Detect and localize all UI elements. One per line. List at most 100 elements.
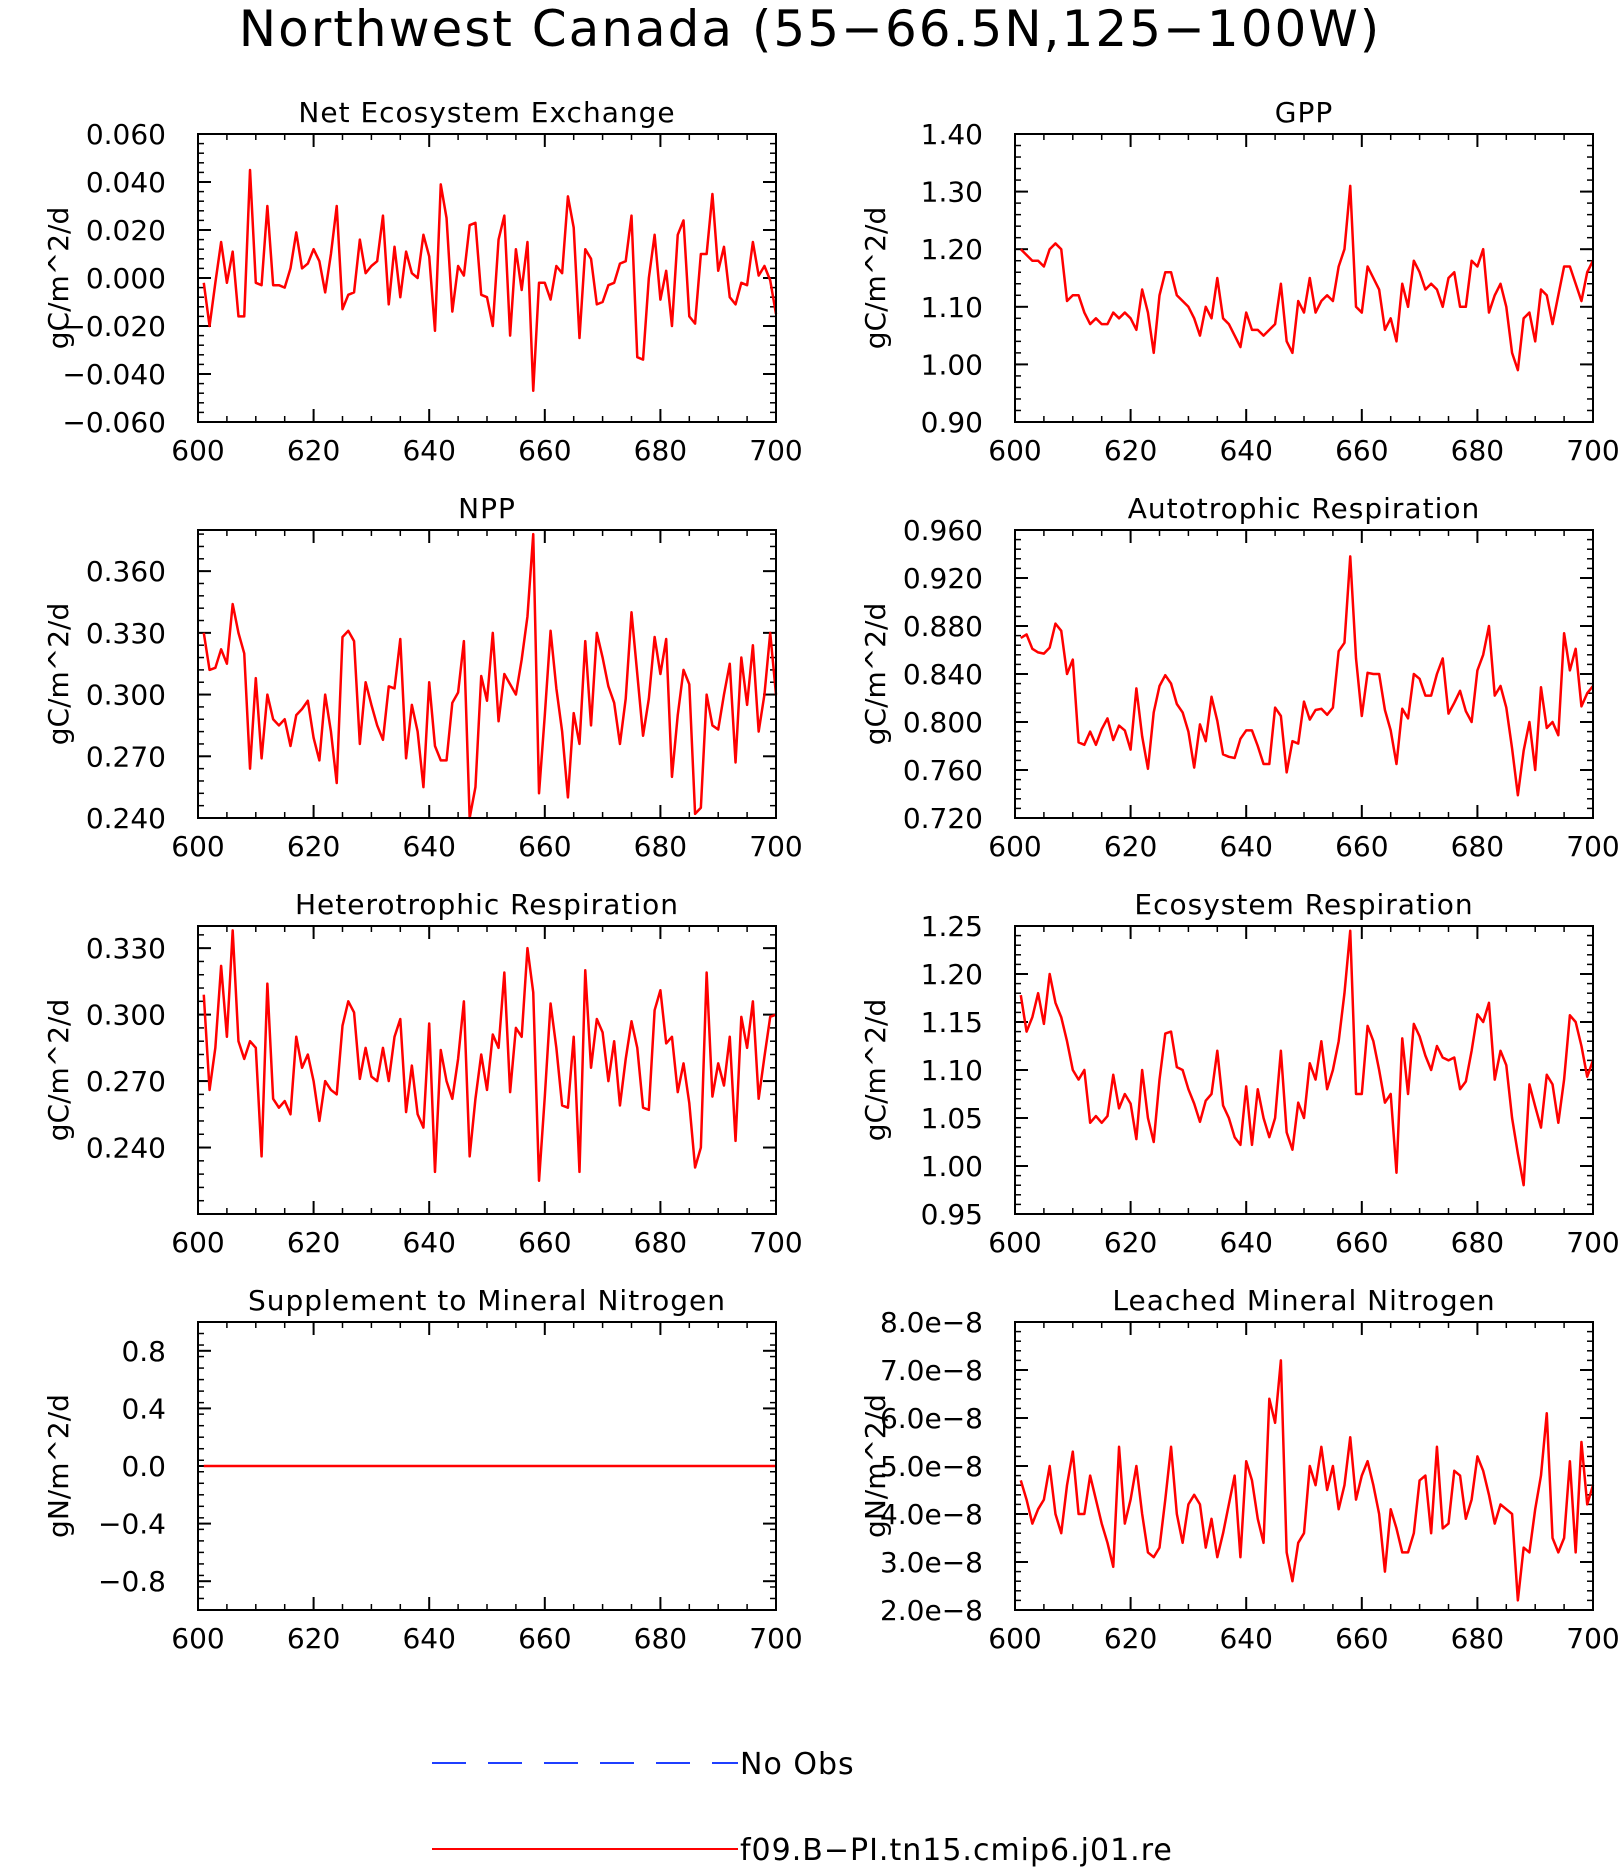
panel-8: Leached Mineral Nitrogen gN/m^2/d 600 620 64… (859, 1284, 1620, 1655)
y-tick-label: 3.0e−8 (880, 1546, 983, 1579)
y-tick-label: 0.800 (903, 706, 983, 739)
y-tick-label: 0.020 (86, 214, 166, 247)
x-tick-label: 680 (634, 1622, 687, 1655)
y-tick-label: 0.270 (86, 1065, 166, 1098)
y-tick-label: 1.30 (921, 176, 983, 209)
x-tick-label: 600 (988, 830, 1041, 863)
series-line (1019, 1359, 1595, 1602)
y-tick-label: 0.4 (121, 1392, 166, 1425)
y-tick-label: 1.40 (921, 118, 983, 151)
y-axis-label: gC/m^2/d (42, 207, 75, 350)
plot-frame (197, 529, 777, 819)
y-tick-label: 4.0e−8 (880, 1498, 983, 1531)
y-tick-label: −0.4 (98, 1508, 166, 1541)
panel-7: Supplement to Mineral Nitrogen gN/m^2/d 60… (42, 1284, 803, 1655)
panel-6: Ecosystem Respiration gC/m^2/d 600 620 640 66… (859, 888, 1620, 1259)
x-tick-label: 600 (171, 1226, 224, 1259)
y-axis-label: gC/m^2/d (42, 603, 75, 746)
y-tick-label: −0.060 (62, 406, 166, 439)
y-tick-label: 0.920 (903, 562, 983, 595)
x-tick-label: 700 (749, 434, 802, 467)
y-tick-label: 0.240 (86, 802, 166, 835)
y-tick-label: 5.0e−8 (880, 1450, 983, 1483)
x-tick-label: 620 (287, 434, 340, 467)
y-tick-label: 0.90 (921, 406, 983, 439)
x-tick-label: 620 (1104, 1226, 1157, 1259)
x-tick-label: 660 (1335, 1622, 1388, 1655)
x-tick-label: 680 (1451, 1622, 1504, 1655)
panel-5: Heterotrophic Respiration gC/m^2/d 600 620 6… (42, 888, 803, 1259)
legend-label-run: f09.B−PI.tn15.cmip6.j01.re (740, 1833, 1173, 1867)
y-tick-label: 0.330 (86, 932, 166, 965)
y-tick-label: 1.00 (921, 1150, 983, 1183)
y-tick-label: 0.8 (121, 1335, 166, 1368)
y-tick-label: 0.880 (903, 610, 983, 643)
y-tick-label: 0.0 (121, 1450, 166, 1483)
y-tick-label: 1.00 (921, 348, 983, 381)
series-line (1020, 555, 1594, 797)
x-tick-label: 600 (171, 434, 224, 467)
x-tick-label: 700 (1566, 830, 1619, 863)
x-tick-label: 660 (518, 1622, 571, 1655)
y-axis-label: gC/m^2/d (859, 603, 892, 746)
plot-frame (1014, 1321, 1594, 1611)
panel-title: Autotrophic Respiration (1128, 492, 1480, 525)
x-tick-label: 640 (1219, 1622, 1272, 1655)
y-tick-label: 0.960 (903, 514, 983, 547)
x-tick-label: 620 (1104, 1622, 1157, 1655)
y-axis-label: gN/m^2/d (42, 1394, 75, 1538)
y-tick-label: 0.270 (86, 740, 166, 773)
figure-title: Northwest Canada (55−66.5N,125−100W) (239, 0, 1382, 58)
x-tick-label: 620 (1104, 830, 1157, 863)
series-line (202, 532, 778, 820)
y-tick-label: 1.10 (921, 291, 983, 324)
panel-3: NPP gC/m^2/d 600 620 640 660 680 700 0.240 0.270 0… (42, 492, 803, 863)
y-tick-label: 0.840 (903, 658, 983, 691)
y-tick-label: 1.20 (921, 958, 983, 991)
y-axis-label: gC/m^2/d (859, 207, 892, 350)
y-tick-label: 1.15 (921, 1006, 983, 1039)
legend-label-no-obs: No Obs (740, 1747, 855, 1782)
x-tick-label: 700 (749, 1622, 802, 1655)
y-tick-label: 0.360 (86, 555, 166, 588)
panel-title: GPP (1275, 96, 1333, 129)
x-tick-label: 620 (287, 1226, 340, 1259)
y-tick-label: −0.020 (62, 310, 166, 343)
panel-2: GPP gC/m^2/d 600 620 640 660 680 700 0.90 1.00 1.1… (859, 96, 1620, 467)
x-tick-label: 680 (634, 830, 687, 863)
plot-frame (1014, 133, 1594, 423)
series-line (1019, 929, 1595, 1187)
y-tick-label: −0.040 (62, 358, 166, 391)
x-tick-label: 680 (634, 1226, 687, 1259)
plot-frame (1014, 925, 1594, 1215)
x-tick-label: 680 (1451, 830, 1504, 863)
panel-title: NPP (458, 492, 516, 525)
panel-title: Ecosystem Respiration (1134, 888, 1473, 921)
x-tick-label: 640 (402, 1622, 455, 1655)
y-tick-label: 0.95 (921, 1198, 983, 1231)
y-tick-label: 1.10 (921, 1054, 983, 1087)
panel-4: Autotrophic Respiration gC/m^2/d 600 620 640… (859, 492, 1620, 863)
y-tick-label: 7.0e−8 (880, 1354, 983, 1387)
x-tick-label: 660 (518, 434, 571, 467)
y-tick-label: 0.760 (903, 754, 983, 787)
x-tick-label: 700 (749, 830, 802, 863)
panel-1: Net Ecosystem Exchange gC/m^2/d 600 620 640 6… (42, 96, 803, 467)
y-tick-label: 8.0e−8 (880, 1306, 983, 1339)
series-line (202, 168, 778, 393)
y-tick-label: −0.8 (98, 1565, 166, 1598)
y-tick-label: 1.20 (921, 233, 983, 266)
y-tick-label: 2.0e−8 (880, 1594, 983, 1627)
x-tick-label: 600 (171, 830, 224, 863)
x-tick-label: 660 (1335, 1226, 1388, 1259)
panel-title: Leached Mineral Nitrogen (1112, 1284, 1495, 1317)
x-tick-label: 600 (988, 1226, 1041, 1259)
x-tick-label: 600 (171, 1622, 224, 1655)
x-tick-label: 620 (1104, 434, 1157, 467)
plot-frame (197, 133, 777, 423)
x-tick-label: 660 (518, 830, 571, 863)
series-line (202, 929, 777, 1183)
plot-frame (1014, 529, 1594, 819)
panel-title: Net Ecosystem Exchange (298, 96, 675, 129)
x-tick-label: 660 (518, 1226, 571, 1259)
